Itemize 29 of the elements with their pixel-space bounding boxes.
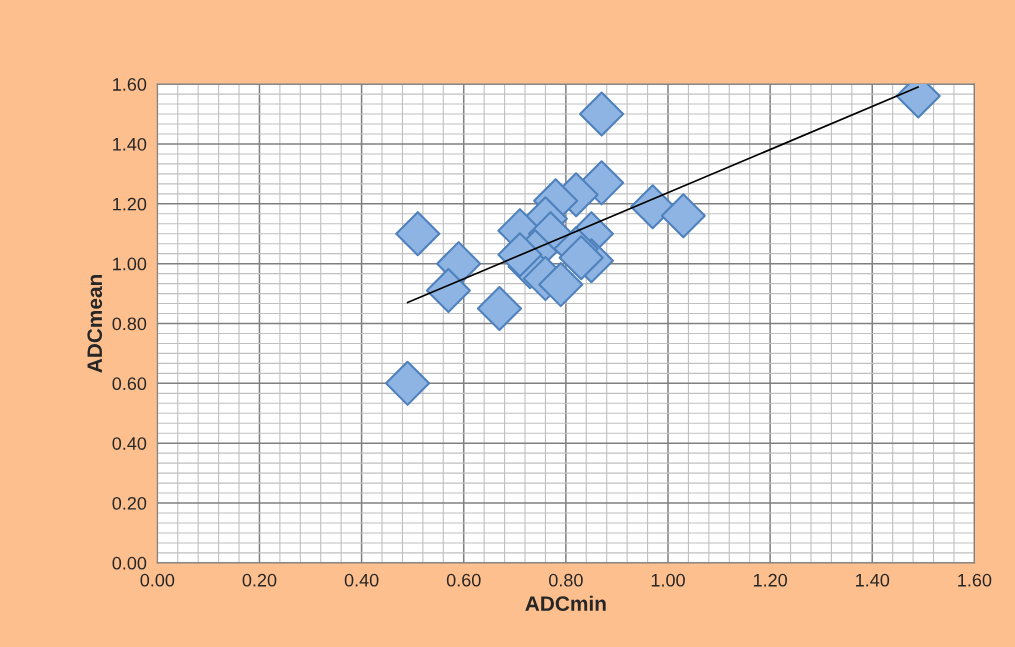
x-axis-title: ADCmin [525, 595, 606, 611]
y-tick-label: 1.40 [113, 137, 147, 151]
x-tick-label: 1.60 [958, 573, 992, 587]
y-tick-label: 0.60 [112, 377, 147, 391]
y-tick-label: 1.60 [113, 78, 147, 91]
point [558, 235, 604, 281]
x-tick-label: 1.00 [651, 573, 685, 587]
x-tick-label: 1.40 [856, 573, 890, 587]
point [660, 193, 706, 239]
y-tick-label: 0.40 [112, 437, 147, 450]
x-tick-label: 0.00 [140, 573, 175, 587]
point [538, 262, 584, 308]
point [385, 360, 431, 406]
x-tick-label: 0.40 [344, 573, 379, 587]
point [395, 211, 441, 257]
point [497, 232, 543, 278]
y-axis-title: ADCmean [87, 275, 103, 373]
x-tick-label: 0.80 [549, 573, 583, 587]
y-tick-label: 1.00 [113, 257, 147, 271]
x-tick-label: 0.60 [446, 573, 481, 587]
x-tick-label: 1.20 [753, 573, 787, 587]
point [476, 285, 523, 332]
point [425, 268, 471, 314]
y-tick-label: 1.20 [113, 197, 147, 211]
point [579, 91, 625, 137]
y-tick-label: 0.80 [112, 317, 147, 331]
x-tick-label: 0.20 [242, 573, 277, 587]
y-tick-label: 0.00 [112, 556, 147, 570]
y-tick-label: 0.20 [112, 496, 147, 510]
